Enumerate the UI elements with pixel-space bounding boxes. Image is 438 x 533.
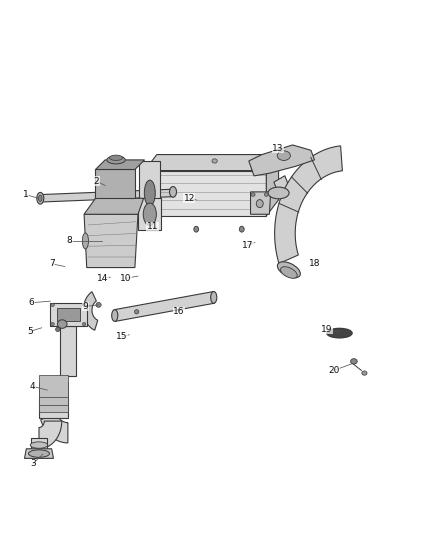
Text: 8: 8	[66, 237, 72, 245]
Text: 7: 7	[49, 260, 55, 268]
Ellipse shape	[212, 159, 217, 163]
Text: 19: 19	[321, 325, 332, 334]
Polygon shape	[266, 155, 279, 216]
Ellipse shape	[82, 233, 88, 249]
Ellipse shape	[327, 328, 352, 338]
Ellipse shape	[280, 266, 297, 278]
Polygon shape	[50, 303, 87, 326]
Polygon shape	[39, 382, 68, 405]
Polygon shape	[249, 145, 314, 176]
Text: 11: 11	[147, 222, 158, 231]
Ellipse shape	[39, 195, 42, 201]
Ellipse shape	[96, 303, 101, 307]
Polygon shape	[274, 176, 293, 204]
Text: 4: 4	[30, 382, 35, 391]
Text: 1: 1	[22, 190, 28, 199]
Text: 2: 2	[94, 177, 99, 185]
Polygon shape	[145, 171, 266, 216]
Polygon shape	[41, 413, 68, 443]
Polygon shape	[275, 146, 343, 263]
Polygon shape	[251, 192, 271, 214]
Ellipse shape	[82, 322, 86, 326]
Text: 6: 6	[28, 298, 35, 307]
Ellipse shape	[277, 151, 290, 160]
Ellipse shape	[251, 192, 255, 197]
Text: 9: 9	[82, 302, 88, 311]
Ellipse shape	[51, 322, 54, 326]
Ellipse shape	[28, 450, 49, 457]
Polygon shape	[84, 198, 144, 214]
Ellipse shape	[277, 262, 300, 278]
Polygon shape	[57, 308, 80, 321]
Text: 20: 20	[328, 366, 339, 375]
Ellipse shape	[194, 227, 199, 232]
Ellipse shape	[256, 199, 263, 207]
Text: 12: 12	[184, 194, 195, 203]
Polygon shape	[95, 160, 145, 169]
Ellipse shape	[30, 442, 48, 448]
Text: 13: 13	[272, 144, 284, 152]
Text: 15: 15	[116, 333, 127, 341]
Ellipse shape	[145, 180, 155, 206]
Ellipse shape	[110, 155, 123, 160]
Text: 16: 16	[173, 308, 184, 316]
Polygon shape	[25, 449, 53, 458]
Text: 14: 14	[97, 274, 109, 282]
Polygon shape	[145, 155, 279, 171]
Ellipse shape	[170, 187, 177, 197]
Polygon shape	[95, 169, 135, 198]
Polygon shape	[39, 421, 62, 449]
Ellipse shape	[134, 310, 139, 314]
Ellipse shape	[51, 303, 54, 306]
Ellipse shape	[37, 192, 44, 204]
Polygon shape	[39, 398, 68, 418]
Ellipse shape	[107, 156, 125, 164]
Polygon shape	[39, 390, 68, 412]
Ellipse shape	[350, 359, 357, 364]
Ellipse shape	[211, 292, 217, 303]
Text: 17: 17	[242, 241, 253, 249]
Ellipse shape	[82, 303, 86, 306]
Ellipse shape	[268, 187, 289, 199]
Ellipse shape	[143, 203, 156, 225]
Polygon shape	[31, 438, 47, 450]
Polygon shape	[138, 198, 161, 230]
Polygon shape	[83, 292, 98, 330]
Polygon shape	[114, 292, 215, 321]
Ellipse shape	[239, 227, 244, 232]
Text: 3: 3	[30, 459, 36, 468]
Text: 5: 5	[27, 327, 33, 336]
Ellipse shape	[362, 371, 367, 375]
Ellipse shape	[264, 192, 268, 197]
Text: 10: 10	[120, 274, 132, 282]
Polygon shape	[60, 326, 76, 376]
Polygon shape	[84, 214, 138, 268]
Ellipse shape	[57, 320, 67, 328]
Polygon shape	[39, 375, 68, 397]
Polygon shape	[139, 161, 160, 225]
Ellipse shape	[146, 192, 150, 196]
Ellipse shape	[112, 310, 118, 321]
Polygon shape	[42, 189, 173, 202]
Text: 18: 18	[309, 260, 320, 268]
Ellipse shape	[56, 327, 60, 332]
